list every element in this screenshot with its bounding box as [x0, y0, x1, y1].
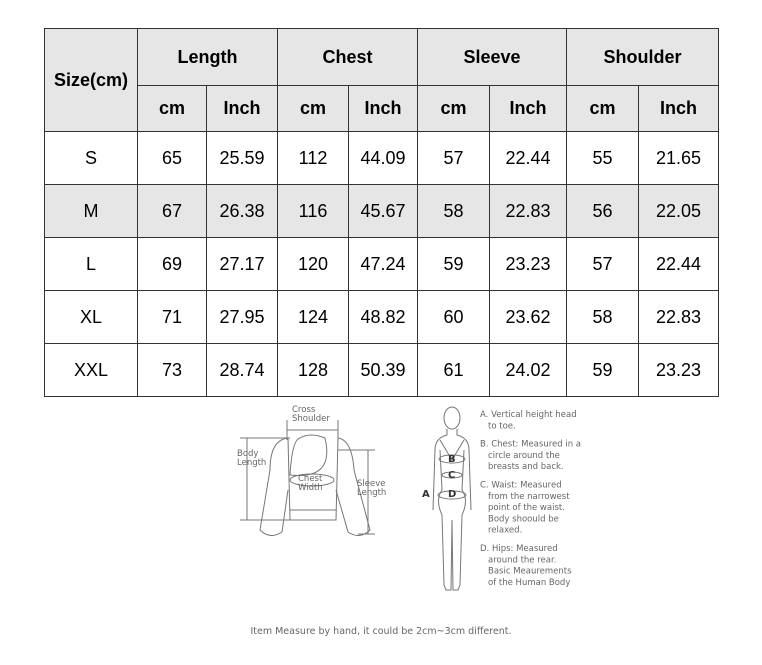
human-body-illustration — [432, 406, 472, 591]
value-cell: 128 — [277, 343, 349, 397]
value-cell: 60 — [417, 290, 491, 344]
measurement-note-line: circle around the — [488, 451, 560, 461]
sweater-illustration — [240, 420, 375, 536]
size-cell: L — [44, 237, 138, 291]
measurement-note-line: C. Waist: Measured — [480, 481, 562, 491]
size-cell: XXL — [44, 343, 138, 397]
value-cell: 67 — [137, 184, 207, 238]
size-cell: M — [44, 184, 138, 238]
value-cell: 26.38 — [206, 184, 278, 238]
table-row: XL 71 27.95 124 48.82 60 23.62 58 22.83 — [44, 290, 720, 344]
unit-header: cm — [417, 85, 491, 132]
value-cell: 27.95 — [206, 290, 278, 344]
value-cell: 58 — [417, 184, 491, 238]
value-cell: 58 — [566, 290, 640, 344]
measurement-note-line: to toe. — [488, 421, 516, 431]
measurement-note-line: breasts and back. — [488, 462, 564, 472]
value-cell: 69 — [137, 237, 207, 291]
value-cell: 22.44 — [489, 131, 568, 185]
cross-shoulder-label: Shoulder — [292, 414, 330, 424]
value-cell: 55 — [566, 131, 640, 185]
value-cell: 59 — [566, 343, 640, 397]
measurement-note-line: A. Vertical height head — [480, 410, 577, 420]
value-cell: 65 — [137, 131, 207, 185]
unit-header: cm — [277, 85, 349, 132]
measurement-note-line: relaxed. — [488, 526, 522, 536]
value-cell: 50.39 — [347, 343, 419, 397]
body-length-label: Length — [237, 458, 266, 468]
unit-header: Inch — [347, 85, 419, 132]
cross-shoulder-label: Cross — [292, 405, 316, 415]
value-cell: 28.74 — [206, 343, 278, 397]
value-cell: 22.83 — [489, 184, 568, 238]
unit-header: cm — [137, 85, 207, 132]
measurement-note-line: around the rear. — [488, 555, 556, 565]
value-cell: 116 — [277, 184, 349, 238]
value-cell: 48.82 — [347, 290, 419, 344]
measurement-note-line: B. Chest: Measured in a — [480, 440, 581, 450]
unit-header: Inch — [638, 85, 720, 132]
value-cell: 47.24 — [347, 237, 419, 291]
value-cell: 24.02 — [489, 343, 568, 397]
size-cell: S — [44, 131, 138, 185]
body-letter-label: B — [448, 454, 456, 465]
value-cell: 23.23 — [638, 343, 720, 397]
value-cell: 59 — [417, 237, 491, 291]
table-row: S 65 25.59 112 44.09 57 22.44 55 21.65 — [44, 131, 720, 185]
value-cell: 57 — [566, 237, 640, 291]
body-letter-label: D — [448, 489, 456, 500]
value-cell: 61 — [417, 343, 491, 397]
value-cell: 22.05 — [638, 184, 720, 238]
value-cell: 73 — [137, 343, 207, 397]
column-group-header: Chest — [276, 28, 419, 86]
column-group-header: Length — [137, 28, 278, 86]
body-letter-label: A — [422, 489, 430, 500]
sleeve-length-label: Sleeve — [357, 479, 385, 489]
chest-width-label: Chest — [298, 474, 323, 484]
column-group-header: Shoulder — [566, 28, 720, 86]
value-cell: 56 — [566, 184, 640, 238]
sleeve-length-label: Length — [357, 488, 386, 498]
unit-header: cm — [566, 85, 640, 132]
value-cell: 25.59 — [206, 131, 278, 185]
size-chart-table: Size(cm) Length Chest Sleeve Shoulder cm Inch c… — [44, 28, 720, 397]
table-row: M 67 26.38 116 45.67 58 22.83 56 22.05 — [44, 184, 720, 238]
size-header: Size(cm) — [44, 28, 138, 132]
measurement-note-line: Basic Meaurements — [488, 567, 572, 577]
value-cell: 22.83 — [638, 290, 720, 344]
unit-header: Inch — [489, 85, 568, 132]
value-cell: 57 — [417, 131, 491, 185]
value-cell: 23.62 — [489, 290, 568, 344]
value-cell: 45.67 — [347, 184, 419, 238]
value-cell: 21.65 — [638, 131, 720, 185]
value-cell: 22.44 — [638, 237, 720, 291]
value-cell: 44.09 — [347, 131, 419, 185]
unit-header: Inch — [206, 85, 278, 132]
body-letter-label: C — [448, 470, 455, 481]
measurement-note-line: D. Hips: Measured — [480, 544, 558, 554]
column-group-header: Sleeve — [417, 28, 568, 86]
size-cell: XL — [44, 290, 138, 344]
table-row: XXL 73 28.74 128 50.39 61 24.02 59 23.23 — [44, 343, 720, 397]
body-length-label: Body — [237, 449, 258, 459]
value-cell: 71 — [137, 290, 207, 344]
value-cell: 27.17 — [206, 237, 278, 291]
value-cell: 124 — [277, 290, 349, 344]
value-cell: 120 — [277, 237, 349, 291]
measurement-note-line: from the narrowest — [488, 492, 570, 502]
measurement-footnote: Item Measure by hand, it could be 2cm~3c… — [250, 626, 512, 637]
measurement-note-line: Body shoould be — [488, 514, 559, 524]
table-row: L 69 27.17 120 47.24 59 23.23 57 22.44 — [44, 237, 720, 291]
measurement-note-line: of the Human Body — [488, 578, 570, 588]
measurement-note-line: point of the waist. — [488, 503, 565, 513]
chest-width-label: Width — [298, 483, 323, 493]
value-cell: 112 — [277, 131, 349, 185]
value-cell: 23.23 — [489, 237, 568, 291]
